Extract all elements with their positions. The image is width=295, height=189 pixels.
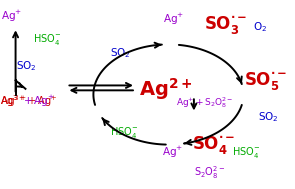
Text: $\mathregular{O_2}$: $\mathregular{O_2}$ <box>253 20 268 34</box>
Text: $\mathregular{Ag^{2+}}$: $\mathregular{Ag^{2+}}$ <box>139 76 192 102</box>
Text: $\mathregular{SO_2}$: $\mathregular{SO_2}$ <box>16 59 36 73</box>
Text: $\mathregular{HSO_4^{-}}$: $\mathregular{HSO_4^{-}}$ <box>232 145 260 160</box>
Text: $\mathregular{SO_5^{\bullet-}}$: $\mathregular{SO_5^{\bullet-}}$ <box>244 70 288 92</box>
Text: $\mathregular{SO_2}$: $\mathregular{SO_2}$ <box>110 46 131 60</box>
Text: $\mathregular{Ag^{3+}}$: $\mathregular{Ag^{3+}}$ <box>0 93 27 109</box>
Text: $\mathregular{S_2O_8^{2-}}$: $\mathregular{S_2O_8^{2-}}$ <box>194 165 225 181</box>
Text: $\mathregular{Ag^{+}}$: $\mathregular{Ag^{+}}$ <box>163 12 184 27</box>
Text: $\mathregular{HSO_4^{-}}$: $\mathregular{HSO_4^{-}}$ <box>32 32 61 47</box>
Text: $\mathregular{SO_4^{\bullet-}}$: $\mathregular{SO_4^{\bullet-}}$ <box>192 134 236 156</box>
Text: $\mathregular{Ag^{+}+S_2O_8^{2-}}$: $\mathregular{Ag^{+}+S_2O_8^{2-}}$ <box>176 96 233 110</box>
Text: $\mathregular{SO_2}$: $\mathregular{SO_2}$ <box>258 110 278 124</box>
Text: $\mathregular{+\,Ag^{+}}$: $\mathregular{+\,Ag^{+}}$ <box>23 94 54 109</box>
Text: $\mathregular{Ag^{+}}$: $\mathregular{Ag^{+}}$ <box>162 145 183 160</box>
Text: $\mathregular{SO_3^{\bullet-}}$: $\mathregular{SO_3^{\bullet-}}$ <box>204 14 247 36</box>
Text: $\mathregular{HSO_4^{-}}$: $\mathregular{HSO_4^{-}}$ <box>110 125 138 140</box>
Text: $\mathregular{Ag^{3+}+Ag^{+}}$: $\mathregular{Ag^{3+}+Ag^{+}}$ <box>0 93 58 109</box>
Text: $\mathregular{Ag^{+}}$: $\mathregular{Ag^{+}}$ <box>1 9 22 24</box>
